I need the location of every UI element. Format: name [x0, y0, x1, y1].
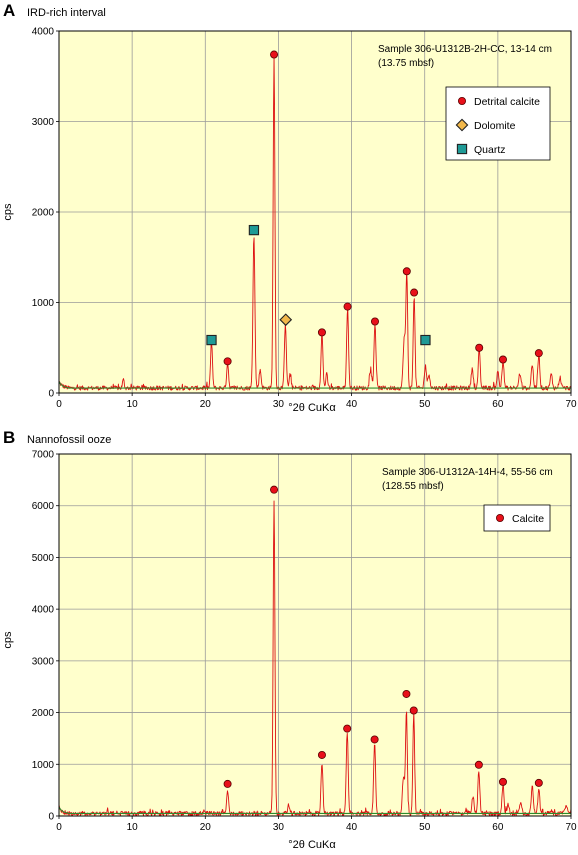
panel-b-x-tick-label: 0	[56, 822, 62, 833]
panel-a-x-tick-label: 70	[565, 399, 577, 410]
panel-b-x-tick-label: 10	[127, 822, 139, 833]
panel-b-legend-label: Calcite	[512, 513, 544, 525]
panel-b-legend: Calcite	[483, 504, 551, 532]
panel-b-marker-circle	[534, 778, 543, 787]
panel-a-legend-label: Dolomite	[474, 120, 516, 132]
panel-a-marker-circle	[534, 349, 543, 358]
panel-b-marker-circle	[343, 724, 352, 733]
panel-b-y-tick-label: 4000	[32, 605, 55, 616]
panel-a-x-tick-label: 20	[200, 399, 212, 410]
panel-a-title: IRD-rich interval	[27, 7, 106, 19]
panel-b-x-tick-label: 20	[200, 822, 212, 833]
panel-b-sample-note-line1: Sample 306-U1312A-14H-4, 55-56 cm	[382, 467, 553, 478]
panel-b-x-axis-label: °2θ CuKα	[288, 839, 336, 851]
panel-b-baseline-trace	[58, 806, 571, 814]
panel-letter-b: B	[3, 428, 15, 447]
panel-b: B Nannofossil ooze 0 10 20 30 40 50 60 70 0 1000…	[2, 428, 577, 851]
panel-a-y-ticks: 0 1000 2000 3000 4000	[32, 27, 59, 400]
panel-a: A IRD-rich interval 0 10 20 30 40 50 60 70 0 100…	[2, 1, 577, 414]
panel-b-marker-circle	[370, 735, 379, 744]
panel-a-marker-circle	[317, 328, 326, 337]
panel-a-sample-note-line1: Sample 306-U1312B-2H-CC, 13-14 cm	[378, 44, 552, 55]
panel-b-marker-circle	[402, 689, 411, 698]
panel-a-traces	[58, 55, 572, 391]
panel-a-legend: Detrital calcite Dolomite Quartz	[445, 86, 551, 161]
panel-a-marker-diamond	[279, 313, 293, 327]
panel-a-x-tick-label: 10	[127, 399, 139, 410]
panel-a-x-ticks: 0 10 20 30 40 50 60 70	[56, 393, 577, 410]
panel-a-marker-square	[420, 334, 431, 346]
panel-b-marker-circle	[474, 760, 483, 769]
panel-a-sample-note-line2: (13.75 mbsf)	[378, 58, 434, 69]
panel-b-y-tick-label: 2000	[32, 708, 55, 719]
panel-b-legend-symbol-circle	[495, 514, 504, 523]
panel-a-x-tick-label: 50	[419, 399, 431, 410]
panel-a-y-tick-label: 3000	[32, 117, 55, 128]
panel-b-y-ticks: 0 1000 2000 3000 4000 5000 6000 7000	[32, 450, 59, 823]
panel-a-legend-symbol-diamond	[455, 118, 469, 132]
panel-a-legend-symbol-square	[456, 143, 468, 155]
panel-a-marker-circle	[475, 343, 484, 352]
panel-a-y-tick-label: 0	[48, 389, 54, 400]
panel-letter-a: A	[3, 1, 15, 20]
panel-b-marker-circle	[270, 485, 279, 494]
panel-a-y-tick-label: 1000	[32, 298, 55, 309]
panel-b-marker-circle	[409, 706, 418, 715]
panel-b-x-ticks: 0 10 20 30 40 50 60 70	[56, 816, 577, 833]
panel-b-title: Nannofossil ooze	[27, 434, 111, 446]
panel-b-x-tick-label: 40	[346, 822, 358, 833]
panel-a-baseline-trace	[58, 381, 571, 389]
panel-b-y-tick-label: 0	[48, 812, 54, 823]
panel-b-marker-circle	[317, 750, 326, 759]
panel-a-markers	[206, 50, 543, 366]
panel-b-diffraction-trace	[58, 500, 572, 817]
panel-a-marker-square	[248, 224, 260, 236]
panel-b-marker-circle	[498, 777, 507, 786]
panel-a-y-tick-label: 4000	[32, 27, 55, 38]
panel-b-frame	[58, 453, 572, 817]
panel-b-y-tick-label: 5000	[32, 553, 55, 564]
panel-b-legend-box	[483, 504, 551, 532]
panel-a-marker-circle	[343, 302, 352, 311]
panel-b-x-tick-label: 60	[492, 822, 504, 833]
panel-a-marker-circle	[270, 50, 279, 59]
panel-a-y-tick-label: 2000	[32, 208, 55, 219]
panel-b-sample-note-line2: (128.55 mbsf)	[382, 481, 444, 492]
panel-b-y-tick-label: 6000	[32, 501, 55, 512]
panel-b-y-tick-label: 7000	[32, 450, 55, 461]
panel-a-marker-circle	[223, 357, 232, 366]
panel-a-y-axis-label: cps	[2, 203, 14, 221]
panel-a-legend-label: Detrital calcite	[474, 96, 540, 108]
panel-b-x-tick-label: 70	[565, 822, 577, 833]
panel-a-marker-circle	[410, 288, 419, 297]
panel-b-x-tick-label: 50	[419, 822, 431, 833]
panel-b-traces	[58, 500, 572, 817]
panel-a-legend-symbol-circle	[457, 97, 466, 106]
panel-b-y-tick-label: 1000	[32, 760, 55, 771]
panel-b-y-tick-label: 3000	[32, 656, 55, 667]
panel-a-x-tick-label: 60	[492, 399, 504, 410]
panel-a-x-tick-label: 30	[273, 399, 285, 410]
panel-a-marker-square	[206, 334, 217, 346]
panel-b-markers	[223, 485, 543, 788]
panel-a-x-axis-label: °2θ CuKα	[288, 402, 336, 414]
panel-b-marker-circle	[223, 779, 232, 788]
panel-a-marker-circle	[402, 267, 411, 276]
panel-a-x-tick-label: 0	[56, 399, 62, 410]
panel-a-legend-label: Quartz	[474, 144, 506, 156]
panel-b-y-axis-label: cps	[2, 631, 14, 649]
panel-a-marker-circle	[498, 355, 507, 364]
panel-a-marker-circle	[370, 317, 379, 326]
panel-a-x-tick-label: 40	[346, 399, 358, 410]
panel-b-x-tick-label: 30	[273, 822, 285, 833]
